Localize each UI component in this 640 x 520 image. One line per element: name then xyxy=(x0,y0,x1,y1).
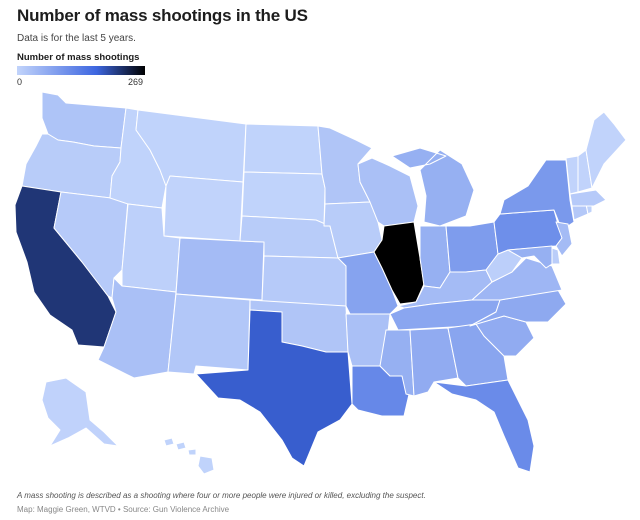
legend-color-scale xyxy=(17,66,145,75)
state-new-jersey[interactable] xyxy=(555,221,573,257)
state-florida[interactable] xyxy=(433,379,535,473)
credit-line: Map: Maggie Green, WTVD • Source: Gun Vi… xyxy=(17,505,230,514)
map-subtitle: Data is for the last 5 years. xyxy=(17,33,136,44)
state-alaska[interactable] xyxy=(41,377,119,447)
state-massachusetts[interactable] xyxy=(569,189,607,207)
state-wyoming[interactable] xyxy=(163,175,244,242)
legend-min-label: 0 xyxy=(17,77,23,87)
state-new-mexico[interactable] xyxy=(167,293,251,375)
us-state-map xyxy=(14,91,627,475)
state-north-carolina[interactable] xyxy=(469,289,567,327)
state-illinois[interactable] xyxy=(373,221,425,305)
state-michigan[interactable] xyxy=(391,147,475,227)
map-title: Number of mass shootings in the US xyxy=(17,6,308,25)
state-north-dakota[interactable] xyxy=(243,123,323,175)
legend-max-label: 269 xyxy=(128,77,144,87)
state-colorado[interactable] xyxy=(175,237,265,301)
state-kansas[interactable] xyxy=(261,255,347,307)
state-maine[interactable] xyxy=(585,111,627,189)
legend-title: Number of mass shootings xyxy=(17,52,140,63)
state-maryland[interactable] xyxy=(507,245,553,269)
state-hawaii[interactable] xyxy=(163,437,215,475)
state-texas[interactable] xyxy=(195,309,353,467)
footnote: A mass shooting is described as a shooti… xyxy=(17,491,426,500)
